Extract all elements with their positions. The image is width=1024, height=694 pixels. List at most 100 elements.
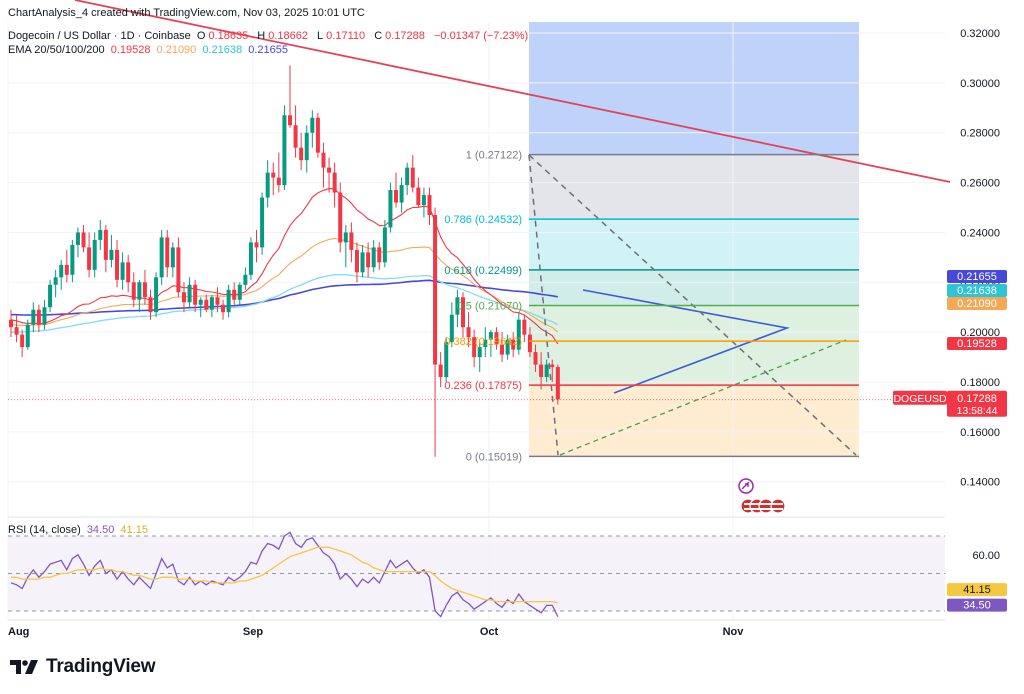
candle-body[interactable] [193,284,198,305]
candle-body[interactable] [382,227,387,263]
candle-body[interactable] [243,274,248,285]
rsi-price-label[interactable]: 34.50 [963,600,991,612]
candle-body[interactable] [304,132,309,161]
candle-body[interactable] [505,339,510,355]
candle-body[interactable] [215,297,220,305]
candle-body[interactable] [20,334,25,348]
candle-body[interactable] [232,289,237,300]
us-flag-icons[interactable] [740,498,786,514]
candle-body[interactable] [416,187,421,206]
candle-body[interactable] [332,172,337,193]
candle-body[interactable] [137,282,142,300]
candle-body[interactable] [9,319,13,328]
candle-body[interactable] [522,319,527,335]
candle-body[interactable] [394,190,399,203]
candle-body[interactable] [494,332,499,345]
candle-body[interactable] [237,284,242,300]
candle-body[interactable] [120,262,125,280]
ema-legend[interactable]: EMA 20/50/100/200 0.19528 0.21090 0.2163… [8,44,291,56]
candle-body[interactable] [377,247,382,263]
candle-body[interactable] [221,304,226,313]
last-price-label[interactable]: 0.17288 [957,393,997,405]
support-trendline[interactable] [559,339,847,456]
candle-body[interactable] [14,327,19,335]
candle-body[interactable] [204,299,209,310]
candle-body[interactable] [254,242,259,248]
candle-body[interactable] [92,239,97,270]
candle-body[interactable] [31,309,36,325]
candle-body[interactable] [187,284,192,303]
candle-body[interactable] [109,249,114,260]
candle-body[interactable] [260,197,265,248]
symbol-line[interactable]: Dogecoin / US Dollar · 1D · Coinbase [8,30,191,42]
candle-body[interactable] [98,229,103,240]
candle-body[interactable] [165,237,170,268]
candle-body[interactable] [53,277,58,285]
candle-body[interactable] [533,352,538,365]
candle-body[interactable] [421,195,426,206]
candle-body[interactable] [315,117,320,153]
candle-body[interactable] [544,364,549,378]
candle-body[interactable] [388,190,393,228]
candle-body[interactable] [460,297,465,328]
candle-body[interactable] [198,299,203,305]
candle-body[interactable] [338,192,343,243]
candle-body[interactable] [265,172,270,198]
candle-body[interactable] [371,247,376,268]
candle-body[interactable] [360,252,365,273]
candle-body[interactable] [170,247,175,268]
candle-body[interactable] [511,339,516,350]
candle-body[interactable] [148,297,153,313]
rsi-legend[interactable]: RSI (14, close) 34.50 41.15 [8,524,151,536]
candle-body[interactable] [366,252,371,268]
candle-body[interactable] [131,282,136,300]
candle-body[interactable] [293,125,298,148]
candle-body[interactable] [488,332,493,340]
candle-body[interactable] [455,297,460,315]
candle-body[interactable] [555,367,560,400]
candle-body[interactable] [427,195,432,215]
candle-body[interactable] [159,237,164,278]
candle-body[interactable] [438,364,443,378]
candle-body[interactable] [176,247,181,293]
candle-body[interactable] [271,172,276,178]
candle-body[interactable] [310,117,315,133]
candle-body[interactable] [25,324,30,348]
candle-body[interactable] [87,247,92,270]
ema100-price-label[interactable]: 0.21638 [957,285,997,297]
candle-body[interactable] [81,232,86,248]
candle-body[interactable] [354,249,359,273]
candle-body[interactable] [248,242,253,275]
candle-body[interactable] [410,167,415,188]
candle-body[interactable] [36,309,41,325]
candle-body[interactable] [349,232,354,250]
candle-body[interactable] [444,342,449,378]
candle-body[interactable] [226,289,231,313]
candle-body[interactable] [343,232,348,243]
candle-body[interactable] [483,339,488,348]
candle-body[interactable] [126,262,131,283]
candle-body[interactable] [64,264,69,275]
ema200-price-label[interactable]: 0.21655 [957,271,997,283]
tradingview-logo[interactable]: TradingView [10,656,156,678]
candle-body[interactable] [142,282,147,298]
candle-body[interactable] [59,264,64,278]
candle-body[interactable] [288,115,292,126]
candle-body[interactable] [500,344,505,355]
candle-body[interactable] [539,364,544,378]
candle-body[interactable] [181,292,186,303]
candle-body[interactable] [115,249,120,280]
candle-body[interactable] [276,177,281,186]
symbol-tag[interactable]: DOGEUSD [893,393,947,405]
rocket-icon[interactable] [738,478,754,494]
candle-body[interactable] [405,167,410,186]
candle-body[interactable] [103,229,108,260]
candle-body[interactable] [472,337,477,358]
candle-body[interactable] [477,347,482,358]
candle-body[interactable] [527,334,532,353]
candle-body[interactable] [42,307,47,325]
candle-body[interactable] [299,147,304,161]
candle-body[interactable] [321,152,326,168]
candle-body[interactable] [154,277,159,313]
candle-body[interactable] [449,314,454,343]
